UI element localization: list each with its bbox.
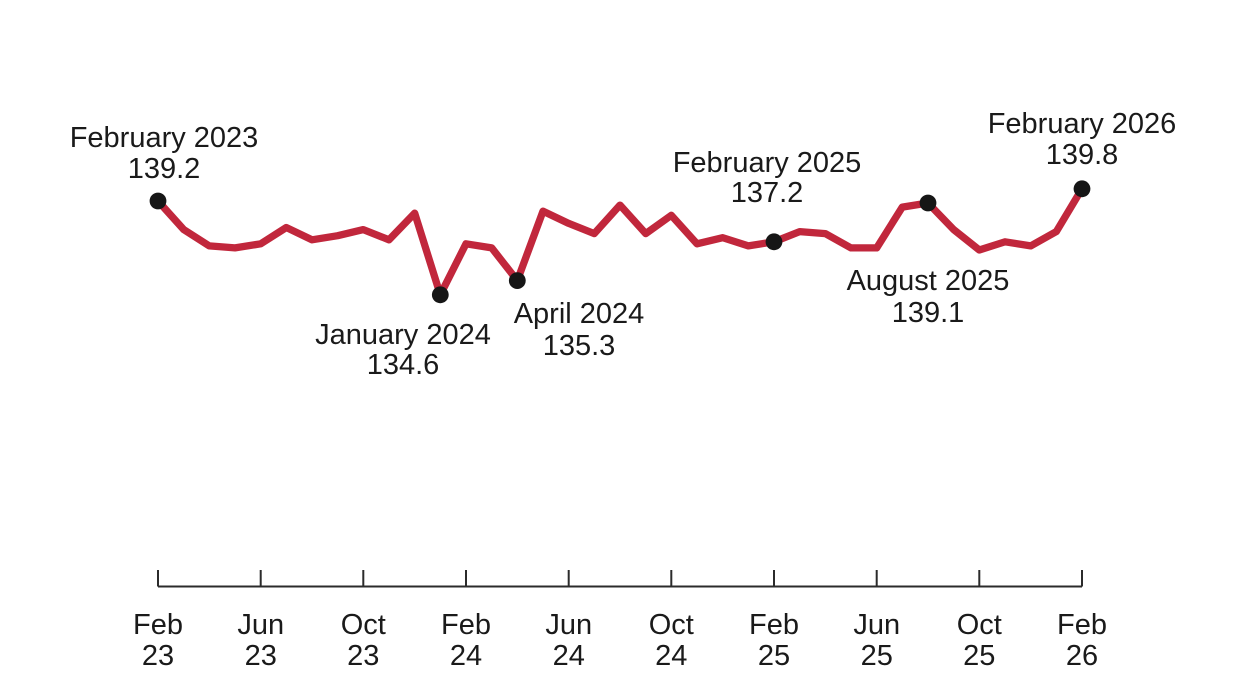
x-axis-tick-label-month: Feb	[133, 609, 183, 641]
x-axis-tick-label-year: 24	[450, 640, 482, 672]
x-axis-tick-label-year: 25	[963, 640, 995, 672]
annotation-date-label: August 2025	[847, 265, 1010, 297]
x-axis-tick-label-year: 24	[655, 640, 687, 672]
x-axis-tick-label-month: Oct	[341, 609, 386, 641]
x-axis-tick-label-year: 26	[1066, 640, 1098, 672]
x-axis-tick-label-month: Jun	[545, 609, 592, 641]
x-axis-tick-label-year: 23	[142, 640, 174, 672]
x-axis-tick-label-month: Jun	[853, 609, 900, 641]
x-axis-tick-label-year: 23	[347, 640, 379, 672]
x-axis-tick-label-month: Feb	[441, 609, 491, 641]
data-point-marker	[765, 233, 783, 251]
x-axis-tick-label-year: 25	[758, 640, 790, 672]
x-axis-tick-label-month: Oct	[957, 609, 1002, 641]
data-point-marker	[508, 272, 526, 289]
x-axis-tick-label-month: Oct	[649, 609, 694, 641]
annotation-value-label: 139.8	[1046, 139, 1119, 171]
annotation-date-label: February 2026	[988, 108, 1177, 140]
x-axis	[157, 570, 1083, 588]
annotation-value-label: 137.2	[731, 177, 804, 209]
data-point-marker	[149, 192, 167, 210]
annotation-date-label: April 2024	[514, 298, 645, 330]
annotation-date-label: February 2023	[70, 122, 259, 154]
data-point-marker	[431, 286, 449, 304]
x-axis-tick-label-month: Feb	[1057, 609, 1107, 641]
x-axis-tick-label-year: 23	[245, 640, 277, 672]
annotation-value-label: 135.3	[543, 330, 616, 362]
x-axis-tick-label-year: 25	[861, 640, 893, 672]
data-point-marker	[919, 194, 937, 212]
annotation-date-label: February 2025	[673, 147, 862, 179]
x-axis-tick-label-year: 24	[553, 640, 585, 672]
annotation-value-label: 139.1	[892, 297, 965, 329]
x-axis-tick-label-month: Jun	[237, 609, 284, 641]
annotation-date-label: January 2024	[315, 319, 491, 351]
annotation-value-label: 139.2	[128, 153, 201, 185]
annotation-value-label: 134.6	[367, 349, 440, 381]
data-point-marker	[1073, 180, 1091, 198]
x-axis-tick-label-month: Feb	[749, 609, 799, 641]
